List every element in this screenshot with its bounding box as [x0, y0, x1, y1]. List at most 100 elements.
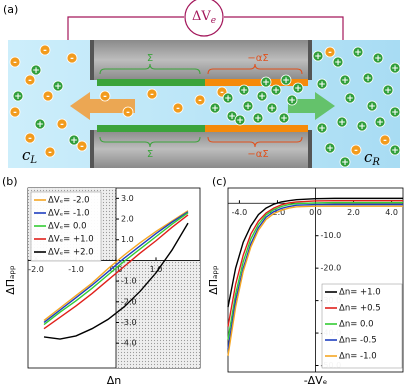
ion [382, 84, 394, 96]
ion [256, 90, 268, 102]
ion [316, 122, 328, 134]
ion [280, 74, 292, 86]
ion [222, 92, 234, 104]
ion-sign: + [240, 86, 248, 96]
ion-sign: + [391, 146, 399, 156]
charged-wall [205, 79, 308, 86]
ion [312, 50, 324, 62]
ion-sign: + [254, 114, 262, 124]
ion [332, 56, 344, 68]
x-tick-label: 4.0 [385, 208, 398, 217]
conc-sub: R [371, 157, 380, 168]
membrane [92, 130, 310, 168]
series-line [227, 203, 403, 350]
shaded-region [116, 260, 200, 368]
ion [344, 92, 356, 104]
ion [9, 106, 21, 118]
ion [242, 100, 254, 112]
ion-sign: + [364, 74, 372, 84]
wire [67, 16, 184, 40]
ion-sign: + [288, 96, 296, 106]
ion [352, 46, 364, 58]
ion-sign: - [126, 108, 130, 118]
x-axis-label: Δn [107, 374, 122, 387]
ion [260, 76, 272, 88]
ion [389, 144, 401, 156]
series-line [43, 211, 189, 324]
ion-sign: + [224, 94, 232, 104]
legend-label: ΔVₑ= -1.0 [48, 209, 90, 219]
legend-label: Δn= 0.0 [339, 320, 374, 330]
ion-sign: + [228, 112, 236, 122]
ion-sign: - [60, 120, 64, 130]
ion [336, 116, 348, 128]
x-tick-label: -1.0 [68, 265, 84, 274]
ion-sign: + [36, 120, 44, 130]
brace [99, 63, 201, 75]
ion-sign: + [326, 144, 334, 154]
ion-sign: - [383, 136, 387, 146]
voltage-source [184, 0, 224, 37]
brace [207, 63, 303, 75]
ion [56, 118, 68, 130]
ion [374, 116, 386, 128]
ion-sign: - [328, 48, 332, 58]
ion-sign: - [28, 134, 32, 144]
ion [379, 134, 391, 146]
ion-sign: + [262, 78, 270, 88]
ion [356, 120, 368, 132]
series-line [227, 197, 403, 308]
ion [52, 80, 64, 92]
conc-main: c [364, 148, 373, 166]
ion-sign: + [54, 82, 62, 92]
membrane-edge [90, 40, 94, 80]
ion-sign: + [341, 158, 349, 168]
ion [99, 90, 111, 102]
ion [270, 84, 282, 96]
ion-sign: + [391, 64, 399, 74]
ion-sign: + [318, 124, 326, 134]
brace [99, 136, 201, 148]
series-line [227, 205, 403, 356]
ion [209, 102, 221, 114]
y-tick-label: -10.0 [321, 231, 342, 240]
voltage-sub: e [211, 16, 216, 26]
ion [146, 88, 158, 100]
y-axis-label: ΔΠₐₚₚ [4, 265, 17, 295]
legend-label: Δn= +1.0 [339, 288, 381, 298]
legend-label: Δn= -0.5 [339, 336, 377, 346]
x-tick-label: 2.0 [347, 208, 360, 217]
panel-label: (c) [212, 175, 227, 188]
legend-label: ΔVₑ= 0.0 [48, 222, 87, 232]
ion-sign: + [211, 104, 219, 114]
ion-sign: - [28, 76, 32, 86]
ion [42, 90, 54, 102]
charged-wall [97, 125, 205, 132]
ion [292, 82, 304, 94]
panel-label: (a) [3, 3, 18, 16]
series-line [43, 214, 189, 330]
ion-sign: + [14, 92, 22, 102]
ion-sign: + [294, 84, 302, 94]
chart: -4.0-2.00.02.04.0-10.0-20.0-30.0-40.0-50… [207, 175, 404, 387]
flow-arrow [288, 92, 335, 120]
ion [350, 144, 362, 156]
ion-sign: + [338, 118, 346, 128]
ion [362, 72, 374, 84]
ion-sign: + [334, 58, 342, 68]
voltage-label: ΔVe [192, 9, 216, 26]
membrane [92, 40, 310, 80]
ion [122, 106, 134, 118]
legend-label: ΔVₑ= -2.0 [48, 196, 90, 206]
membrane-edge [308, 40, 312, 80]
y-tick-label: 3.0 [121, 194, 134, 203]
ion-sign: + [354, 48, 362, 58]
series-line [227, 199, 403, 327]
charge-label: Σ [147, 149, 153, 160]
panel-label: (b) [2, 175, 18, 188]
ion-sign: - [13, 58, 17, 68]
ion-sign: - [43, 46, 47, 56]
ion [44, 146, 56, 158]
ion [12, 90, 24, 102]
